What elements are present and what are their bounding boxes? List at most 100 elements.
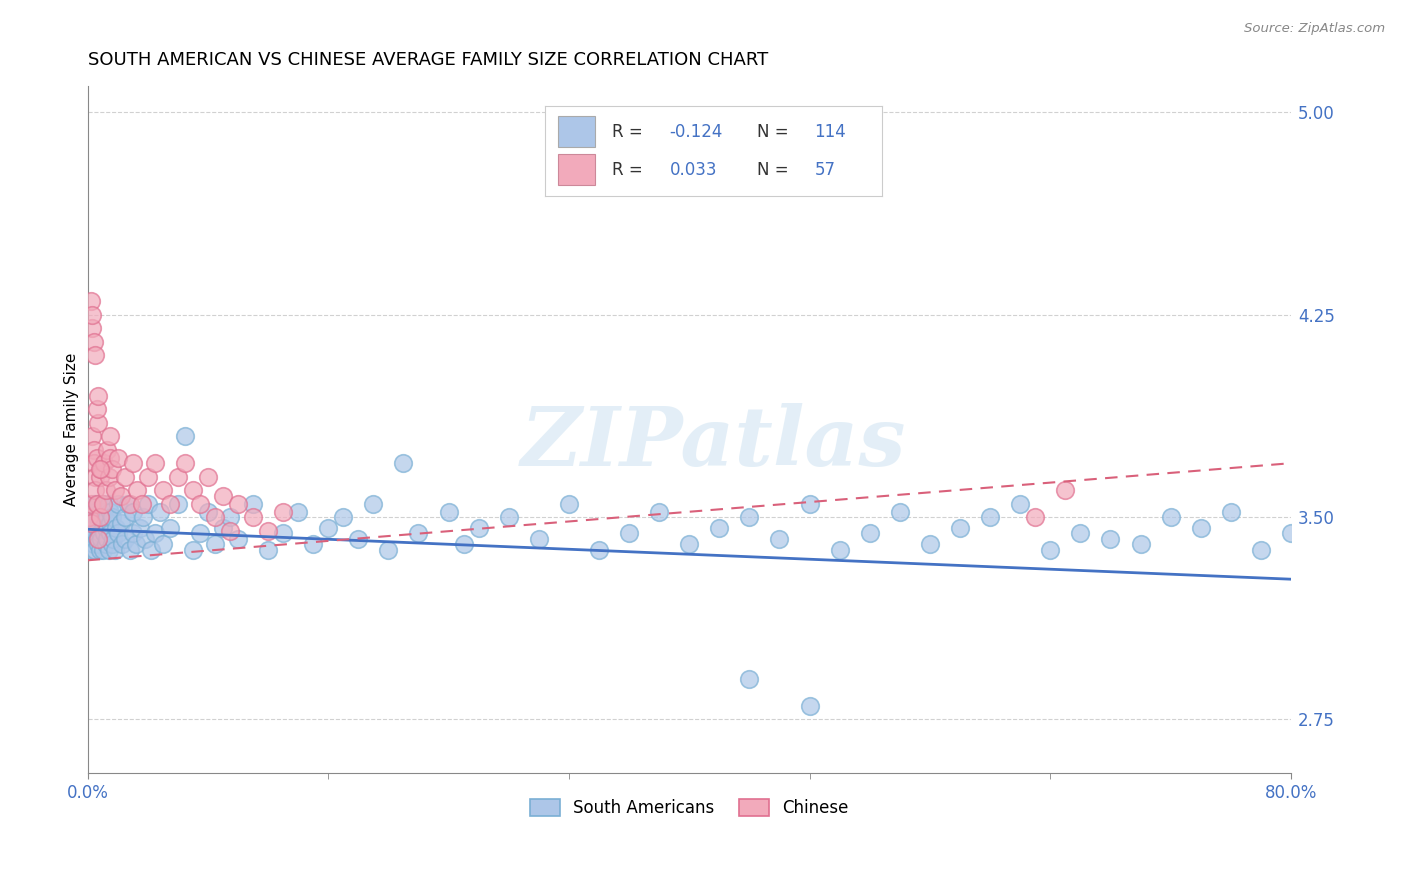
Point (121, 526, 143, 541)
Point (101, 532, 124, 546)
Point (87, 497, 110, 511)
Point (84, 483, 107, 498)
Point (159, 521, 181, 535)
Point (1129, 537, 1152, 551)
Point (114, 510, 136, 524)
Point (558, 497, 581, 511)
Point (79, 497, 101, 511)
Point (1054, 483, 1077, 498)
Point (84, 526, 107, 541)
Point (181, 483, 204, 498)
Point (226, 532, 249, 546)
Point (79, 524, 101, 538)
Point (127, 483, 149, 498)
Point (190, 497, 212, 511)
Point (588, 542, 610, 557)
Point (96, 510, 118, 524)
Point (83, 442, 105, 457)
Point (738, 510, 761, 524)
Point (152, 537, 174, 551)
Point (89, 469, 111, 483)
Point (377, 542, 399, 557)
Point (1160, 510, 1182, 524)
Point (111, 537, 134, 551)
Point (392, 456, 415, 470)
Point (889, 505, 911, 519)
Point (84, 505, 107, 519)
Point (242, 510, 264, 524)
Point (96, 442, 118, 457)
Point (89, 461, 111, 475)
Point (121, 456, 143, 470)
Point (98, 516, 121, 530)
Legend: South Americans, Chinese: South Americans, Chinese (523, 792, 856, 823)
Point (77, 510, 100, 524)
Point (617, 526, 640, 541)
Point (110, 489, 132, 503)
Point (87, 532, 110, 546)
Point (94, 483, 117, 498)
Point (83, 521, 105, 535)
Point (100, 461, 122, 475)
Point (97, 542, 120, 557)
Point (1099, 532, 1122, 546)
Point (219, 510, 242, 524)
Point (271, 526, 294, 541)
Point (467, 521, 489, 535)
Point (219, 524, 242, 538)
Point (1069, 526, 1091, 541)
Point (110, 516, 132, 530)
Point (80, 532, 103, 546)
Point (86, 402, 108, 417)
Point (204, 510, 226, 524)
Point (174, 456, 197, 470)
Point (152, 483, 174, 498)
Point (80, 429, 103, 443)
Point (437, 505, 460, 519)
Point (1279, 526, 1302, 541)
Point (80, 308, 103, 322)
Point (408, 526, 430, 541)
Point (125, 537, 148, 551)
Point (83, 334, 105, 349)
Point (197, 469, 219, 483)
Point (90, 461, 112, 475)
Point (212, 521, 235, 535)
Point (212, 489, 235, 503)
Point (86, 532, 108, 546)
Point (89, 505, 111, 519)
Point (97, 469, 120, 483)
Point (117, 497, 139, 511)
Point (949, 521, 972, 535)
Point (768, 532, 790, 546)
Point (79, 294, 101, 309)
Point (83, 497, 105, 511)
Point (80, 510, 103, 524)
Point (84, 348, 107, 362)
Point (98, 526, 121, 541)
Point (84, 542, 107, 557)
Point (257, 542, 280, 557)
Point (96, 532, 118, 546)
Point (159, 497, 181, 511)
Point (166, 469, 188, 483)
Point (453, 537, 475, 551)
Point (89, 542, 111, 557)
Point (190, 526, 212, 541)
Point (709, 521, 731, 535)
Point (98, 505, 121, 519)
Point (226, 497, 249, 511)
Point (79, 505, 101, 519)
Point (648, 505, 671, 519)
Text: Source: ZipAtlas.com: Source: ZipAtlas.com (1244, 22, 1385, 36)
Point (347, 532, 370, 546)
Point (97, 497, 120, 511)
Point (139, 542, 162, 557)
Point (859, 526, 882, 541)
Point (89, 510, 111, 524)
Point (87, 537, 110, 551)
Point (90, 532, 112, 546)
Point (1219, 505, 1241, 519)
Point (131, 497, 153, 511)
Point (90, 510, 112, 524)
